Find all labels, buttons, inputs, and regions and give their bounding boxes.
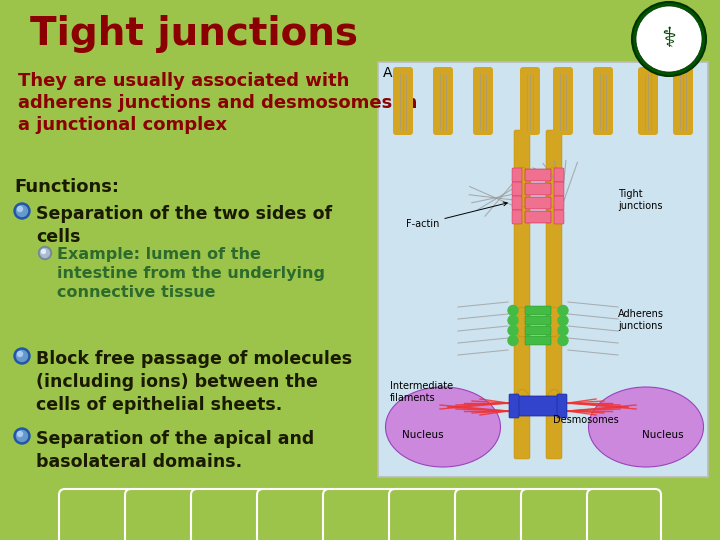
FancyBboxPatch shape xyxy=(525,336,551,345)
Circle shape xyxy=(17,206,27,217)
FancyBboxPatch shape xyxy=(525,211,551,223)
Text: Example: lumen of the
intestine from the underlying
connective tissue: Example: lumen of the intestine from the… xyxy=(57,247,325,300)
Ellipse shape xyxy=(636,6,702,72)
Text: Separation of the apical and
basolateral domains.: Separation of the apical and basolateral… xyxy=(36,430,314,471)
FancyBboxPatch shape xyxy=(520,67,540,135)
Ellipse shape xyxy=(545,167,563,207)
Circle shape xyxy=(558,335,568,346)
Text: Tight junctions: Tight junctions xyxy=(30,15,358,53)
FancyBboxPatch shape xyxy=(521,489,595,540)
Circle shape xyxy=(42,249,45,253)
FancyBboxPatch shape xyxy=(673,67,693,135)
FancyBboxPatch shape xyxy=(514,130,530,459)
Text: Intermediate
filaments: Intermediate filaments xyxy=(390,381,453,403)
Text: Adherens
junctions: Adherens junctions xyxy=(618,309,664,331)
FancyBboxPatch shape xyxy=(587,489,661,540)
Text: Separation of the two sides of
cells: Separation of the two sides of cells xyxy=(36,205,332,246)
Text: adherens junctions and desmosomes in: adherens junctions and desmosomes in xyxy=(18,94,418,112)
Circle shape xyxy=(508,315,518,326)
Circle shape xyxy=(14,203,30,219)
FancyBboxPatch shape xyxy=(191,489,265,540)
Circle shape xyxy=(558,326,568,335)
FancyBboxPatch shape xyxy=(525,169,551,181)
Text: Desmosomes: Desmosomes xyxy=(553,415,618,425)
Ellipse shape xyxy=(514,389,530,415)
Circle shape xyxy=(508,326,518,335)
FancyBboxPatch shape xyxy=(554,168,564,182)
FancyBboxPatch shape xyxy=(455,489,529,540)
Text: ⚕: ⚕ xyxy=(662,25,677,53)
Circle shape xyxy=(17,350,27,361)
FancyBboxPatch shape xyxy=(593,67,613,135)
Circle shape xyxy=(508,306,518,315)
Text: a junctional complex: a junctional complex xyxy=(18,116,227,134)
FancyBboxPatch shape xyxy=(513,396,563,416)
FancyBboxPatch shape xyxy=(554,210,564,224)
FancyBboxPatch shape xyxy=(553,67,573,135)
FancyBboxPatch shape xyxy=(125,489,199,540)
FancyBboxPatch shape xyxy=(546,130,562,459)
FancyBboxPatch shape xyxy=(473,67,493,135)
Ellipse shape xyxy=(588,387,703,467)
Circle shape xyxy=(508,335,518,346)
Ellipse shape xyxy=(546,307,562,337)
FancyBboxPatch shape xyxy=(525,316,551,325)
Ellipse shape xyxy=(514,307,530,337)
FancyBboxPatch shape xyxy=(554,196,564,210)
FancyBboxPatch shape xyxy=(512,168,522,182)
Circle shape xyxy=(17,352,22,356)
FancyBboxPatch shape xyxy=(257,489,331,540)
FancyBboxPatch shape xyxy=(512,182,522,196)
Circle shape xyxy=(14,348,30,364)
Text: A: A xyxy=(383,66,392,80)
Ellipse shape xyxy=(632,2,706,76)
FancyBboxPatch shape xyxy=(433,67,453,135)
Text: Tight
junctions: Tight junctions xyxy=(618,189,662,211)
FancyBboxPatch shape xyxy=(393,67,413,135)
FancyBboxPatch shape xyxy=(323,489,397,540)
FancyBboxPatch shape xyxy=(509,394,519,418)
Circle shape xyxy=(38,246,52,260)
FancyBboxPatch shape xyxy=(59,489,133,540)
Text: F-actin: F-actin xyxy=(406,202,508,229)
Text: Block free passage of molecules
(including ions) between the
cells of epithelial: Block free passage of molecules (includi… xyxy=(36,350,352,414)
Circle shape xyxy=(40,248,50,258)
FancyBboxPatch shape xyxy=(389,489,463,540)
FancyBboxPatch shape xyxy=(557,394,567,418)
FancyBboxPatch shape xyxy=(525,306,551,315)
Text: Functions:: Functions: xyxy=(14,178,119,196)
FancyBboxPatch shape xyxy=(525,183,551,195)
Text: Nucleus: Nucleus xyxy=(402,430,444,440)
Text: Nucleus: Nucleus xyxy=(642,430,684,440)
Circle shape xyxy=(558,315,568,326)
Circle shape xyxy=(17,431,22,436)
FancyBboxPatch shape xyxy=(554,182,564,196)
FancyBboxPatch shape xyxy=(512,196,522,210)
Circle shape xyxy=(14,428,30,444)
Ellipse shape xyxy=(546,389,562,415)
Circle shape xyxy=(17,430,27,442)
FancyBboxPatch shape xyxy=(638,67,658,135)
FancyBboxPatch shape xyxy=(525,197,551,209)
Ellipse shape xyxy=(385,387,500,467)
Circle shape xyxy=(17,206,22,212)
FancyBboxPatch shape xyxy=(378,62,708,477)
Ellipse shape xyxy=(513,167,531,207)
FancyBboxPatch shape xyxy=(512,210,522,224)
Circle shape xyxy=(558,306,568,315)
Text: They are usually associated with: They are usually associated with xyxy=(18,72,349,90)
FancyBboxPatch shape xyxy=(525,326,551,335)
